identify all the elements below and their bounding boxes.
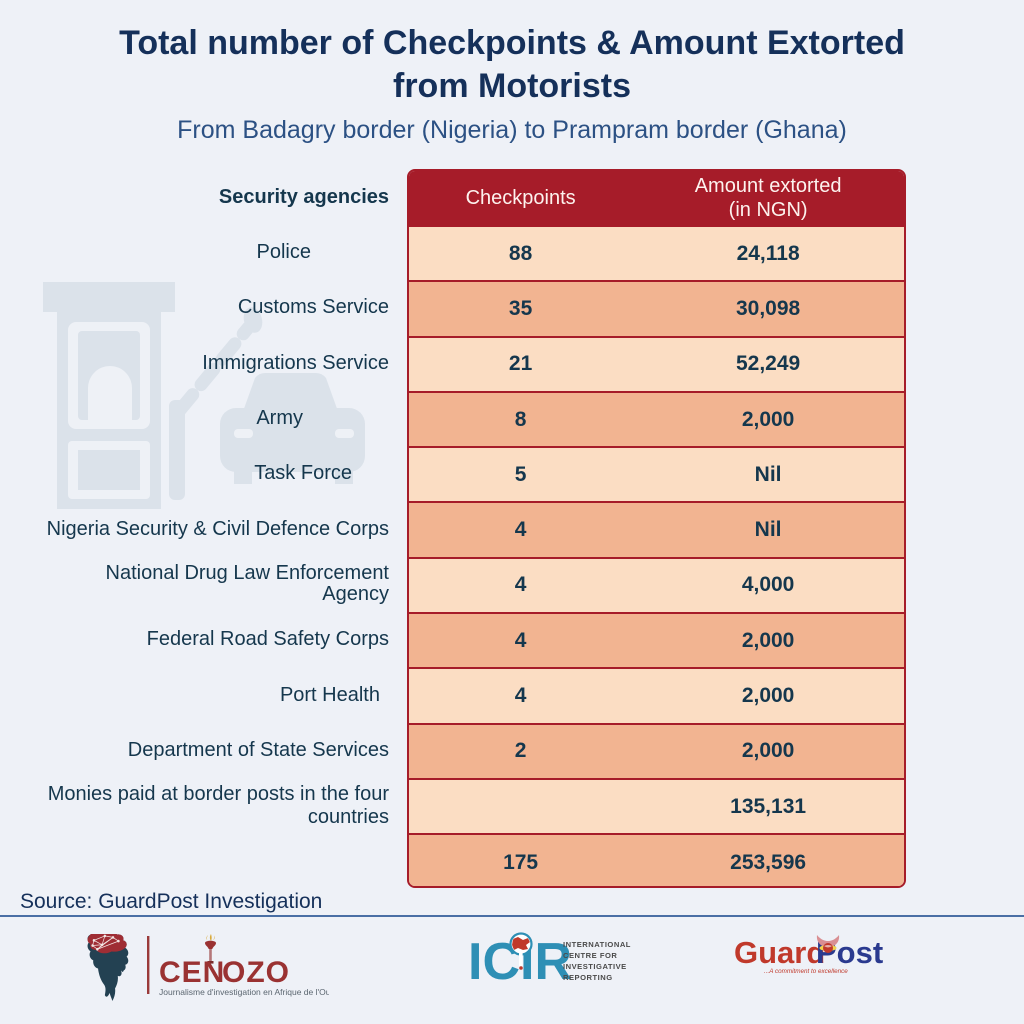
svg-text:REPORTING: REPORTING — [563, 973, 613, 982]
svg-text:CEN: CEN — [159, 956, 225, 989]
svg-text:INVESTIGATIVE: INVESTIGATIVE — [563, 962, 627, 971]
svg-text:Guard: Guard — [734, 935, 825, 970]
svg-text:...A commitment to excellence: ...A commitment to excellence — [764, 968, 848, 975]
svg-text:Journalisme d'investigation en: Journalisme d'investigation en Afrique d… — [159, 987, 329, 997]
svg-text:CENTRE FOR: CENTRE FOR — [563, 951, 617, 960]
svg-text:OZO: OZO — [222, 956, 290, 989]
svg-text:INTERNATIONAL: INTERNATIONAL — [563, 940, 631, 949]
